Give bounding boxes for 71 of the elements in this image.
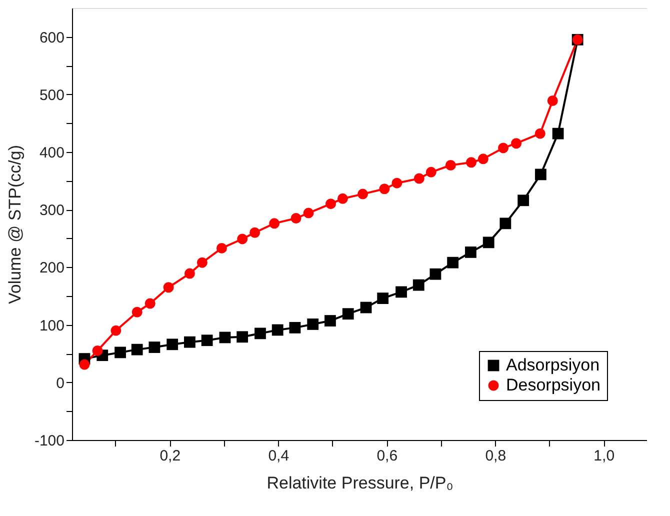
point [303, 208, 314, 218]
point [184, 336, 196, 348]
y-tick-label: 400 [39, 144, 64, 162]
point [498, 142, 508, 154]
point [254, 328, 266, 340]
point [201, 334, 213, 346]
point [290, 213, 302, 224]
point [163, 282, 174, 293]
point [482, 236, 494, 248]
legend-label: Adsorpsiyon [506, 356, 600, 374]
point [114, 346, 126, 358]
point [377, 292, 389, 304]
point [358, 188, 368, 200]
x-tick-label: 0,6 [376, 448, 398, 464]
y-tick-label: 300 [39, 202, 64, 220]
point [478, 154, 488, 164]
point [360, 302, 372, 314]
point [132, 306, 142, 318]
y-tick-label: 0 [56, 374, 64, 392]
y-axis-title: Volume @ STP(cc/g) [5, 145, 24, 304]
legend-label: Desorpsiyon [506, 376, 600, 394]
point [547, 96, 558, 106]
point [326, 198, 336, 210]
point [552, 128, 564, 140]
point [196, 257, 208, 268]
point [426, 166, 436, 178]
point [396, 286, 407, 298]
point [518, 194, 530, 206]
point [131, 344, 143, 356]
point [534, 128, 546, 139]
y-tick-label: 200 [39, 260, 64, 277]
y-tick-label: -100 [34, 432, 64, 450]
point [79, 359, 90, 370]
y-tick-label: 500 [39, 86, 64, 104]
point [289, 322, 301, 334]
x-axis-title: Relativite Pressure, P/P₀ [266, 474, 454, 492]
point [272, 324, 284, 336]
point [392, 178, 402, 188]
y-tick-label: 600 [39, 29, 64, 46]
point [379, 184, 390, 194]
point [237, 234, 248, 244]
point [500, 218, 512, 230]
point [148, 342, 160, 353]
x-tick-label: 0,8 [485, 448, 506, 464]
point [110, 325, 122, 336]
point [219, 332, 231, 344]
point [166, 338, 178, 350]
point [307, 318, 319, 330]
x-tick-label: 1,0 [594, 448, 615, 464]
point [342, 308, 354, 320]
point [324, 315, 336, 326]
point [511, 138, 522, 149]
point [269, 218, 280, 229]
point [447, 256, 459, 268]
point [250, 227, 260, 238]
x-tick-label: 0,4 [268, 448, 290, 464]
point [414, 173, 424, 184]
point [430, 268, 442, 280]
point [236, 331, 248, 343]
point [216, 242, 227, 254]
point [337, 193, 348, 204]
point [466, 157, 476, 168]
point [92, 345, 103, 356]
point [465, 246, 476, 258]
point [144, 298, 156, 309]
point [184, 268, 195, 279]
x-tick-label: 0,2 [160, 448, 181, 464]
point [445, 160, 456, 170]
point [412, 279, 424, 291]
y-tick-label: 100 [39, 317, 64, 334]
point [534, 168, 546, 180]
